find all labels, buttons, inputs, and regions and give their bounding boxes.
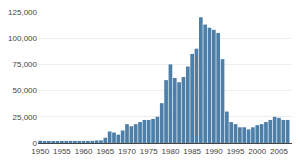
svg-text:25,000: 25,000 bbox=[13, 113, 38, 122]
svg-text:1965: 1965 bbox=[96, 147, 114, 156]
svg-text:1950: 1950 bbox=[31, 147, 49, 156]
svg-text:1960: 1960 bbox=[75, 147, 93, 156]
svg-text:2005: 2005 bbox=[270, 147, 288, 156]
svg-text:125,000: 125,000 bbox=[8, 8, 37, 17]
svg-text:100,000: 100,000 bbox=[8, 34, 37, 43]
svg-text:1955: 1955 bbox=[53, 147, 71, 156]
svg-text:50,000: 50,000 bbox=[13, 86, 38, 95]
svg-text:1995: 1995 bbox=[227, 147, 245, 156]
svg-text:1970: 1970 bbox=[118, 147, 136, 156]
svg-text:0: 0 bbox=[33, 139, 38, 148]
svg-text:1980: 1980 bbox=[162, 147, 180, 156]
svg-text:1990: 1990 bbox=[205, 147, 223, 156]
svg-text:2000: 2000 bbox=[248, 147, 266, 156]
svg-text:1985: 1985 bbox=[183, 147, 201, 156]
svg-text:1975: 1975 bbox=[140, 147, 158, 156]
svg-text:75,000: 75,000 bbox=[13, 60, 38, 69]
